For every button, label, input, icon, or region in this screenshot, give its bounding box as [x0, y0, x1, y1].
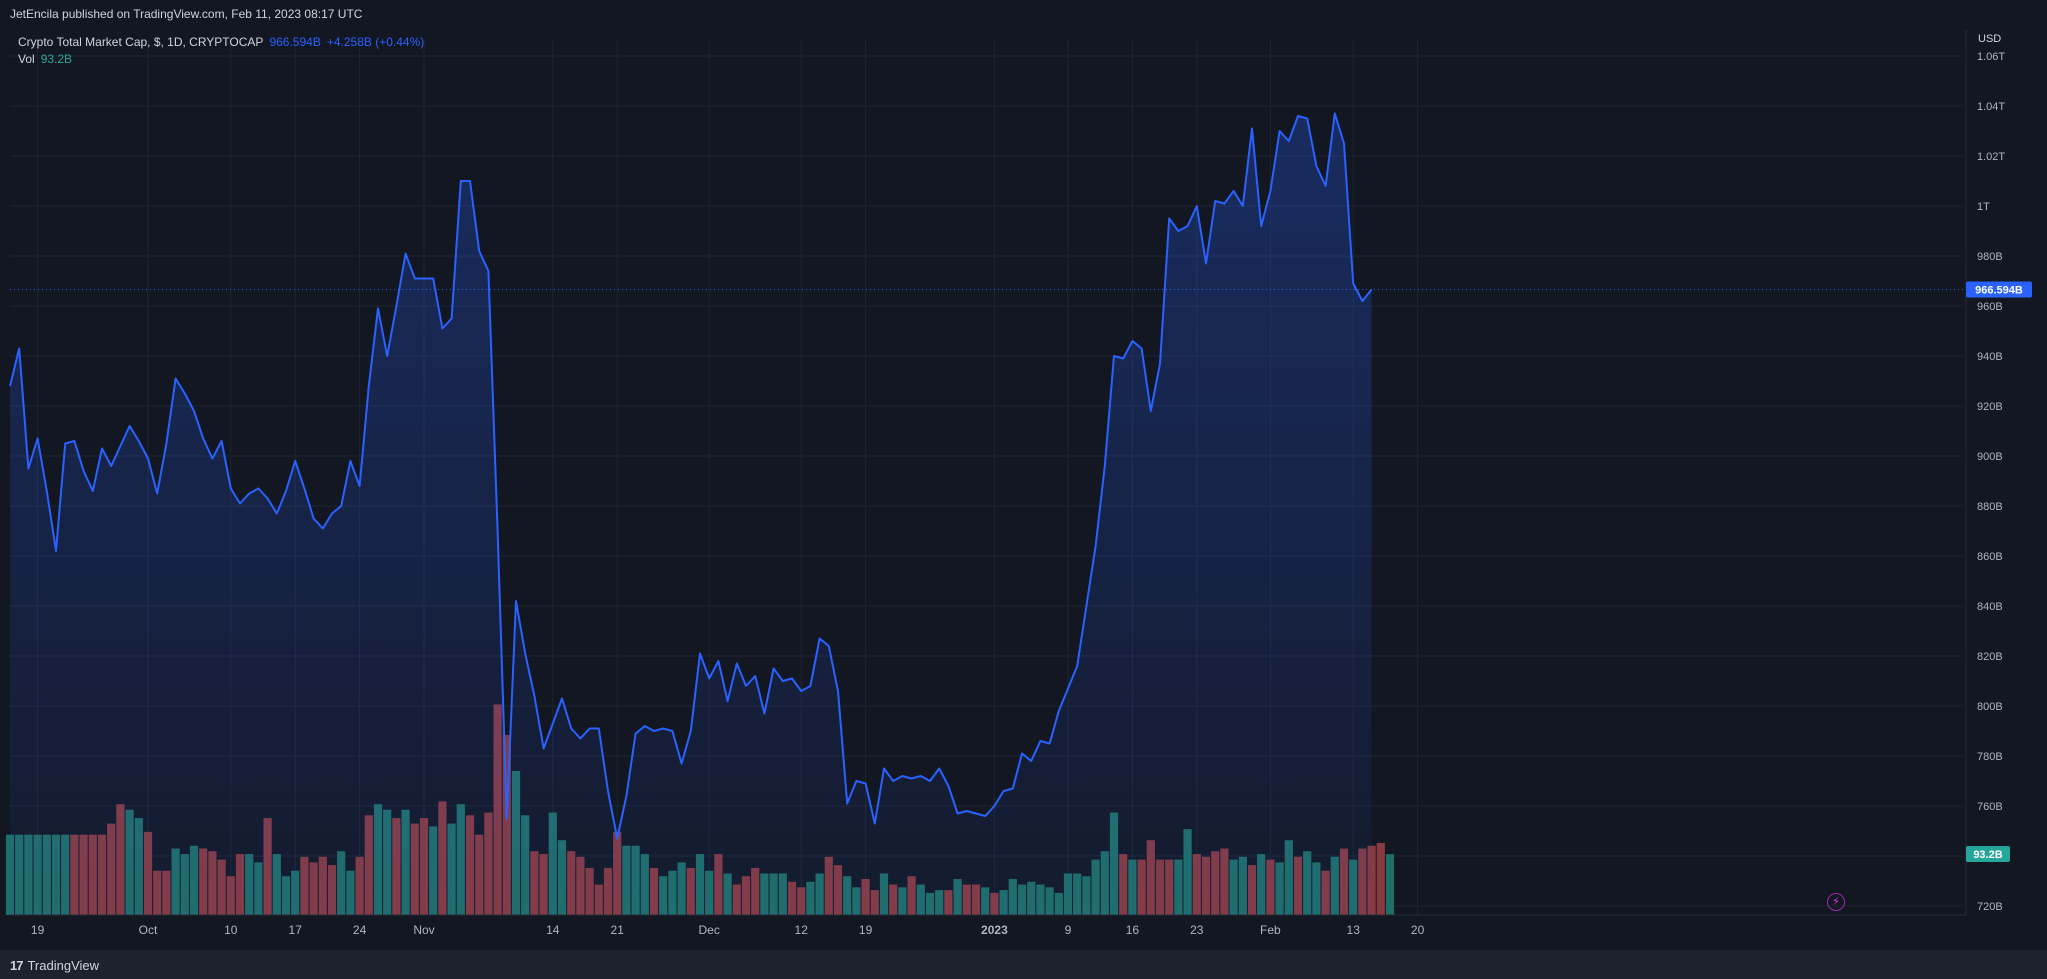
y-tick-label: 760B — [1977, 801, 2003, 813]
x-tick-label: Nov — [413, 923, 434, 937]
volume-bar — [1385, 854, 1395, 915]
last-price-badge: 966.594B — [1966, 281, 2032, 298]
x-tick-label: 12 — [795, 923, 809, 937]
footer-bar: 17 TradingView — [0, 950, 2047, 979]
x-tick-label: Feb — [1260, 923, 1281, 937]
last-volume-badge-bg — [1966, 846, 2010, 863]
x-tick-label: 2023 — [981, 923, 1008, 937]
x-tick-label: Dec — [699, 923, 720, 937]
y-tick-label: 780B — [1977, 751, 2003, 763]
y-tick-label: 720B — [1977, 901, 2003, 913]
last-volume-label: 93.2B — [1973, 849, 2002, 861]
legend-price: 966.594B — [269, 35, 321, 49]
y-tick-label: 940B — [1977, 351, 2003, 363]
x-tick-label: 14 — [546, 923, 560, 937]
y-tick-label: 820B — [1977, 651, 2003, 663]
price-area — [10, 113, 1372, 915]
published-info: JetEncila published on TradingView.com, … — [10, 7, 363, 21]
legend-symbol: Crypto Total Market Cap, $, 1D, CRYPTOCA… — [18, 35, 264, 49]
x-tick-label: 20 — [1411, 923, 1425, 937]
last-volume-badge: 93.2B — [1966, 846, 2010, 863]
x-tick-label: 16 — [1126, 923, 1140, 937]
y-tick-label: 800B — [1977, 701, 2003, 713]
x-tick-label: 19 — [859, 923, 873, 937]
y-tick-label: 1.06T — [1977, 51, 2005, 63]
volume-bar — [1376, 842, 1385, 915]
y-tick-label: 880B — [1977, 501, 2003, 513]
publish-header: JetEncila published on TradingView.com, … — [0, 0, 2047, 30]
legend-change: +4.258B (+0.44%) — [326, 35, 425, 49]
legend-vol-value: 93.2B — [40, 52, 73, 66]
y-tick-label: 980B — [1977, 251, 2003, 263]
y-tick-label: 1.04T — [1977, 101, 2005, 113]
last-price-label: 966.594B — [1975, 285, 2023, 297]
currency-label[interactable]: USD — [1978, 33, 2002, 45]
x-tick-label: 10 — [224, 923, 238, 937]
legend-volume-row[interactable]: Vol 93.2B — [18, 51, 424, 68]
x-axis-labels: 19 Oct 10 17 24 Nov 14 21 Dec 12 19 2023 9 16 23 Feb 13 2… — [31, 923, 1425, 937]
tradingview-logo[interactable]: 17 TradingView — [10, 958, 99, 973]
price-chart[interactable]: 1.06T 1.04T 1.02T 1T 980B 960B 940B 920B 900B 880… — [0, 0, 2047, 950]
x-tick-label: 23 — [1190, 923, 1204, 937]
tradingview-logo-icon: 17 — [10, 958, 24, 973]
y-tick-label: 960B — [1977, 301, 2003, 313]
x-tick-label: 24 — [353, 923, 367, 937]
y-tick-label: 1T — [1977, 201, 1990, 213]
y-tick-label: 920B — [1977, 401, 2003, 413]
flash-icon[interactable]: ⚡ — [1827, 893, 1845, 911]
legend-symbol-row[interactable]: Crypto Total Market Cap, $, 1D, CRYPTOCA… — [18, 34, 424, 51]
tradingview-brand: TradingView — [27, 958, 100, 973]
y-tick-label: 1.02T — [1977, 151, 2005, 163]
last-price-badge-bg — [1966, 281, 2032, 298]
price-line — [9, 112, 1373, 840]
x-tick-label: 13 — [1347, 923, 1361, 937]
x-tick-label: Oct — [139, 923, 158, 937]
x-tick-label: 17 — [289, 923, 303, 937]
x-tick-label: 9 — [1065, 923, 1072, 937]
x-tick-label: 21 — [611, 923, 625, 937]
legend-vol-label: Vol — [18, 52, 35, 66]
chart-legend: Crypto Total Market Cap, $, 1D, CRYPTOCA… — [18, 34, 424, 68]
y-tick-label: 840B — [1977, 601, 2003, 613]
y-tick-label: 860B — [1977, 551, 2003, 563]
y-tick-label: 900B — [1977, 451, 2003, 463]
y-axis-labels: 1.06T 1.04T 1.02T 1T 980B 960B 940B 920B 900B 880… — [1977, 51, 2005, 913]
x-tick-label: 19 — [31, 923, 45, 937]
